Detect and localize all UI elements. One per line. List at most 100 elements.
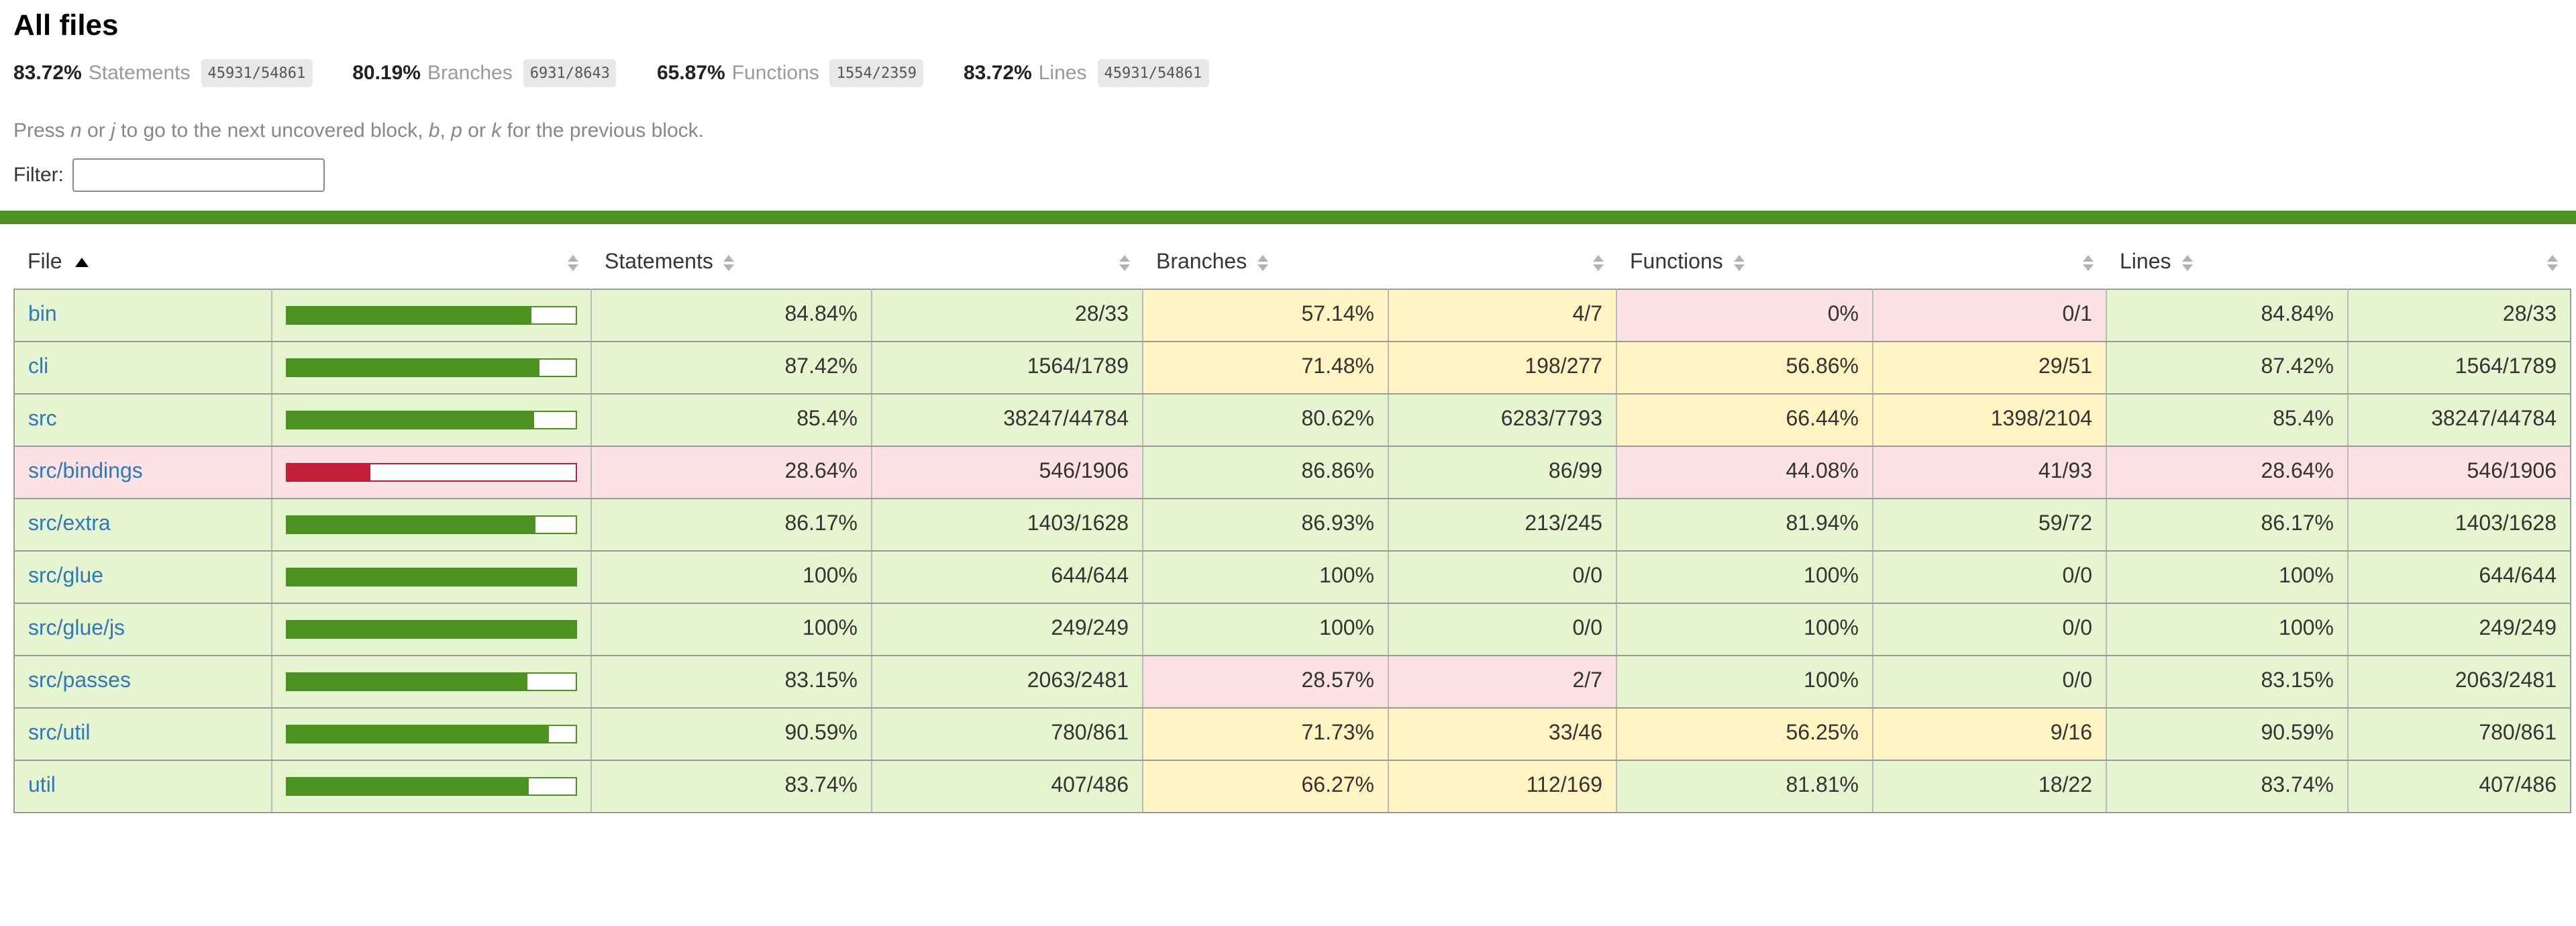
keyboard-hint-text: p [451,119,462,142]
coverage-bar-fill [287,360,539,376]
filter-input[interactable] [72,158,324,192]
column-header-file[interactable]: File [14,238,272,289]
lines-pct-cell: 100% [2106,603,2349,656]
sort-down-caret-icon [723,264,735,271]
stat-fraction: 1554/2359 [829,59,923,87]
sort-carets-icon [1592,254,1603,271]
lines-raw-cell: 28/33 [2348,289,2571,342]
lines-pct-cell: 100% [2106,551,2349,604]
stat-fraction: 45931/54861 [201,59,313,87]
statements-pct-cell: 100% [591,551,872,604]
branches-pct-cell: 71.73% [1143,708,1389,761]
branches-raw-cell: 86/99 [1388,446,1617,499]
lines-pct-cell: 85.4% [2106,394,2349,447]
file-cell: src/extra [14,499,272,552]
branches-raw-cell: 0/0 [1388,551,1617,604]
branches-raw-cell: 2/7 [1388,656,1617,709]
keyboard-hint-text: , [440,119,452,142]
file-link[interactable]: src/glue/js [28,617,125,640]
coverage-bar-cell [272,342,592,395]
statements-pct-cell: 85.4% [591,394,872,447]
file-link[interactable]: util [28,774,56,797]
coverage-bar-fill [287,778,529,794]
sort-down-caret-icon [1592,264,1603,271]
branches-pct-cell: 71.48% [1143,342,1389,395]
table-row: src/util 90.59% 780/861 71.73% 33/46 56.25% 9/… [14,708,2571,761]
column-header-functions_raw[interactable] [1873,238,2106,289]
sort-down-caret-icon [2181,264,2193,271]
column-header-branches_raw[interactable] [1388,238,1616,289]
stat-label: Functions [731,62,819,85]
column-header-statements[interactable]: Statements [591,238,872,289]
keyboard-hint: Press n or j to go to the next uncovered… [13,119,2563,142]
sort-carets-icon [723,254,735,271]
file-link[interactable]: src/extra [28,513,111,535]
branches-raw-cell: 112/169 [1388,760,1617,813]
statements-pct-cell: 90.59% [591,708,872,761]
coverage-bar-fill [287,464,370,480]
table-row: src/passes 83.15% 2063/2481 28.57% 2/7 100% 0/… [14,656,2571,709]
lines-raw-cell: 780/861 [2348,708,2571,761]
statements-pct-cell: 83.74% [591,760,872,813]
stat-percent: 65.87% [656,62,725,85]
filter-row: Filter: [13,158,2563,192]
functions-pct-cell: 44.08% [1616,446,1873,499]
statements-pct-cell: 100% [591,603,872,656]
file-link[interactable]: src/glue [28,565,104,588]
functions-raw-cell: 9/16 [1873,708,2107,761]
sort-down-caret-icon [2546,264,2557,271]
functions-raw-cell: 0/1 [1873,289,2107,342]
functions-raw-cell: 1398/2104 [1873,394,2107,447]
keyboard-hint-text: j [111,119,115,142]
statements-raw-cell: 1403/1628 [872,499,1143,552]
sort-carets-icon [567,254,578,271]
file-link[interactable]: bin [28,303,57,326]
column-header-pic[interactable] [272,238,591,289]
stat-percent: 83.72% [13,62,82,85]
branches-pct-cell: 86.93% [1143,499,1389,552]
sort-carets-icon [1733,254,1745,271]
coverage-bar [286,306,577,325]
sort-up-caret-icon [1592,254,1603,262]
coverage-bar-fill [287,726,549,742]
coverage-bar [286,358,577,377]
coverage-bar [286,672,577,691]
coverage-bar [286,515,577,534]
column-header-lines_raw[interactable] [2348,238,2571,289]
lines-raw-cell: 407/486 [2348,760,2571,813]
column-header-functions[interactable]: Functions [1616,238,1873,289]
statements-raw-cell: 249/249 [872,603,1143,656]
sort-up-caret-icon [723,254,735,262]
column-header-branches[interactable]: Branches [1143,238,1388,289]
column-header-lines[interactable]: Lines [2106,238,2348,289]
sort-carets-icon [2082,254,2093,271]
branches-raw-cell: 0/0 [1388,603,1617,656]
branches-raw-cell: 198/277 [1388,342,1617,395]
coverage-bar-fill [287,569,576,585]
coverage-bar [286,725,577,743]
sort-down-caret-icon [567,264,578,271]
column-header-statements_raw[interactable] [872,238,1143,289]
file-link[interactable]: cli [28,356,49,378]
file-link[interactable]: src/bindings [28,460,143,483]
file-link[interactable]: src/passes [28,670,131,692]
coverage-bar [286,620,577,639]
keyboard-hint-text: to go to the next uncovered block, [115,119,429,142]
column-header-label: Functions [1630,251,1723,274]
statements-raw-cell: 28/33 [872,289,1143,342]
keyboard-hint-text: Press [13,119,71,142]
file-link[interactable]: src/util [28,722,91,745]
sort-carets-icon [2181,254,2193,271]
coverage-bar-cell [272,656,592,709]
sort-up-caret-icon [2546,254,2557,262]
functions-pct-cell: 100% [1616,603,1873,656]
stat-label: Branches [427,62,513,85]
functions-pct-cell: 81.94% [1616,499,1873,552]
file-cell: cli [14,342,272,395]
summary-stat: 80.19% Branches 6931/8643 [352,59,617,87]
file-link[interactable]: src [28,408,57,431]
filter-label: Filter: [13,164,64,187]
lines-pct-cell: 86.17% [2106,499,2349,552]
table-row: util 83.74% 407/486 66.27% 112/169 81.81% 18/2… [14,760,2571,813]
